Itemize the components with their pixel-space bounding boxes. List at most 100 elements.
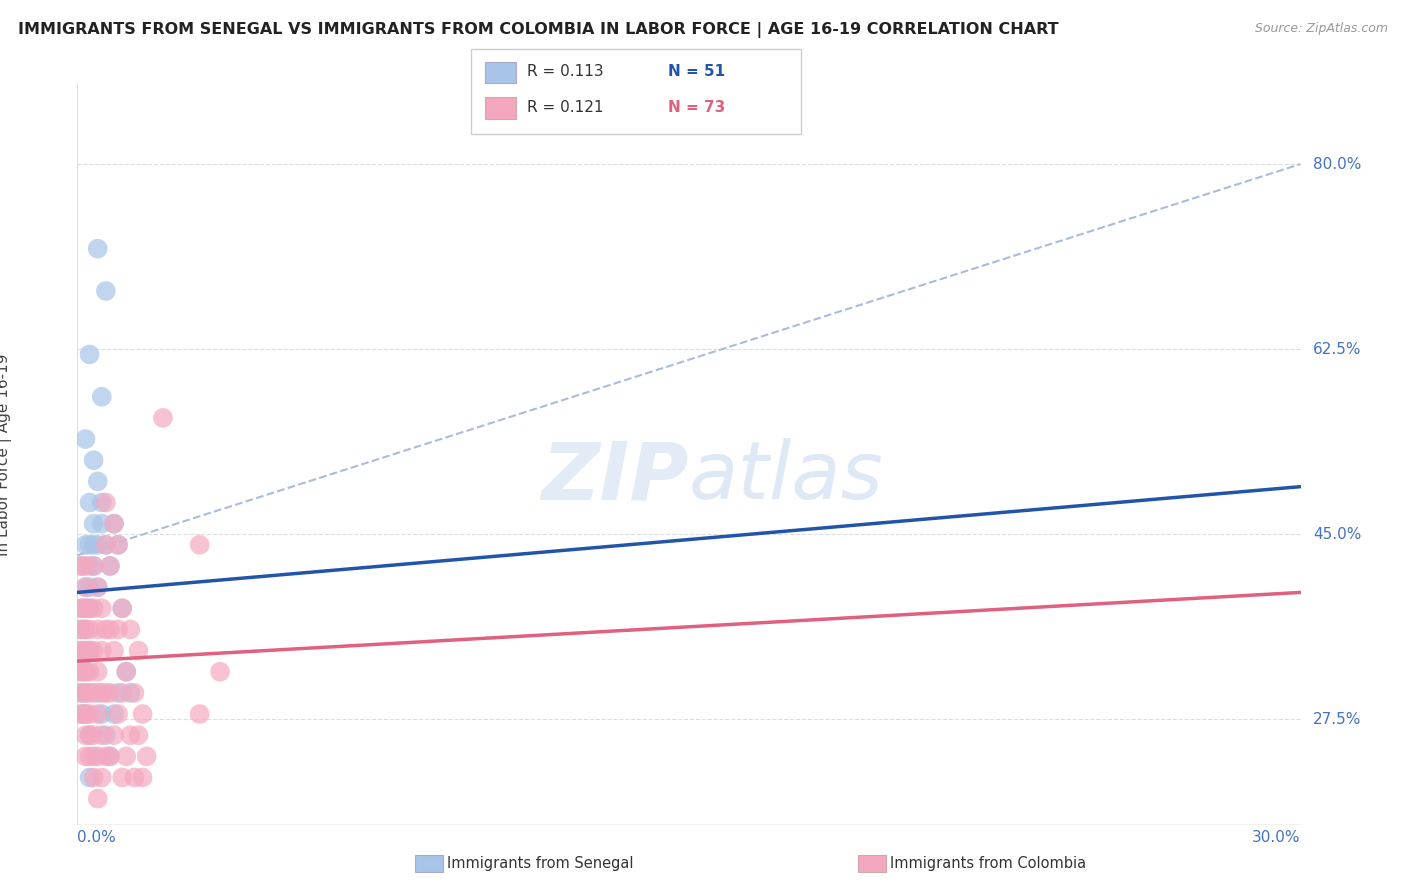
- Point: [83, 453, 105, 467]
- Text: 0.0%: 0.0%: [77, 830, 117, 846]
- Point: [127, 728, 149, 742]
- Point: [70, 706, 93, 721]
- Point: [115, 665, 138, 679]
- Text: N = 73: N = 73: [668, 100, 725, 114]
- Point: [75, 580, 97, 594]
- Point: [90, 728, 112, 742]
- Point: [103, 516, 125, 531]
- Text: 27.5%: 27.5%: [1313, 712, 1361, 727]
- Point: [83, 601, 105, 615]
- Point: [75, 686, 97, 700]
- Point: [98, 749, 121, 764]
- Point: [135, 749, 157, 764]
- Text: R = 0.113: R = 0.113: [527, 64, 603, 78]
- Point: [127, 643, 149, 657]
- Point: [70, 643, 93, 657]
- Text: ZIP: ZIP: [541, 438, 689, 516]
- Point: [111, 601, 134, 615]
- Point: [120, 728, 142, 742]
- Point: [120, 686, 142, 700]
- Point: [103, 516, 125, 531]
- Point: [90, 643, 112, 657]
- Point: [79, 706, 101, 721]
- Point: [75, 601, 97, 615]
- Point: [98, 558, 121, 574]
- Point: [107, 623, 129, 637]
- Point: [120, 623, 142, 637]
- Point: [70, 601, 93, 615]
- Point: [70, 643, 93, 657]
- Point: [75, 686, 97, 700]
- Point: [107, 538, 129, 552]
- Point: [70, 558, 93, 574]
- Point: [107, 538, 129, 552]
- Point: [188, 538, 211, 552]
- Point: [87, 686, 110, 700]
- Point: [75, 558, 97, 574]
- Point: [98, 686, 121, 700]
- Point: [98, 558, 121, 574]
- Point: [111, 686, 134, 700]
- Point: [83, 516, 105, 531]
- Point: [115, 665, 138, 679]
- Point: [70, 665, 93, 679]
- Point: [94, 623, 117, 637]
- Point: [70, 558, 93, 574]
- Point: [75, 728, 97, 742]
- Point: [111, 601, 134, 615]
- Point: [83, 558, 105, 574]
- Point: [90, 495, 112, 509]
- Point: [94, 686, 117, 700]
- Point: [98, 749, 121, 764]
- Point: [152, 410, 174, 425]
- Point: [79, 643, 101, 657]
- Point: [124, 771, 146, 785]
- Text: Immigrants from Colombia: Immigrants from Colombia: [890, 856, 1085, 871]
- Point: [79, 347, 101, 361]
- Point: [103, 728, 125, 742]
- Point: [75, 749, 97, 764]
- Point: [79, 771, 101, 785]
- Text: 62.5%: 62.5%: [1313, 342, 1361, 357]
- Point: [94, 728, 117, 742]
- Point: [90, 516, 112, 531]
- Point: [107, 686, 129, 700]
- Point: [79, 558, 101, 574]
- Text: 80.0%: 80.0%: [1313, 157, 1361, 171]
- Text: R = 0.121: R = 0.121: [527, 100, 603, 114]
- Point: [87, 538, 110, 552]
- Text: 45.0%: 45.0%: [1313, 527, 1361, 541]
- Point: [83, 771, 105, 785]
- Point: [79, 686, 101, 700]
- Point: [75, 665, 97, 679]
- Point: [98, 623, 121, 637]
- Text: N = 51: N = 51: [668, 64, 725, 78]
- Text: Source: ZipAtlas.com: Source: ZipAtlas.com: [1254, 22, 1388, 36]
- Point: [79, 643, 101, 657]
- Point: [94, 495, 117, 509]
- Point: [75, 623, 97, 637]
- Text: atlas: atlas: [689, 438, 884, 516]
- Point: [70, 601, 93, 615]
- Point: [79, 495, 101, 509]
- Point: [70, 686, 93, 700]
- Point: [75, 538, 97, 552]
- Point: [70, 623, 93, 637]
- Point: [103, 643, 125, 657]
- Point: [188, 706, 211, 721]
- Point: [79, 538, 101, 552]
- Point: [79, 728, 101, 742]
- Point: [83, 558, 105, 574]
- Point: [103, 706, 125, 721]
- Point: [79, 728, 101, 742]
- Point: [75, 643, 97, 657]
- Text: IMMIGRANTS FROM SENEGAL VS IMMIGRANTS FROM COLOMBIA IN LABOR FORCE | AGE 16-19 C: IMMIGRANTS FROM SENEGAL VS IMMIGRANTS FR…: [18, 22, 1059, 38]
- Point: [87, 242, 110, 256]
- Point: [131, 771, 153, 785]
- Text: In Labor Force | Age 16-19: In Labor Force | Age 16-19: [0, 353, 11, 557]
- Point: [79, 623, 101, 637]
- Point: [87, 623, 110, 637]
- Point: [87, 475, 110, 489]
- Point: [70, 623, 93, 637]
- Point: [111, 771, 134, 785]
